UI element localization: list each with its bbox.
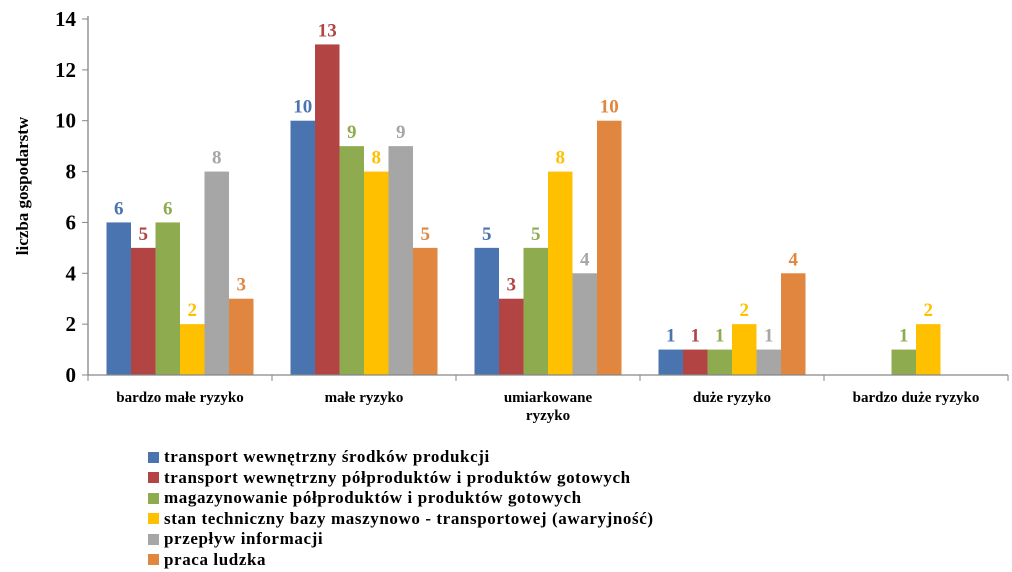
data-label: 10 bbox=[293, 97, 312, 118]
bar bbox=[229, 298, 254, 375]
bar bbox=[707, 349, 732, 375]
legend-label: magazynowanie półproduktów i produktów g… bbox=[164, 488, 582, 508]
y-tick-label: 0 bbox=[66, 363, 77, 387]
data-label: 5 bbox=[421, 224, 431, 245]
bars bbox=[106, 44, 941, 376]
data-label: 1 bbox=[715, 326, 725, 347]
legend-swatch bbox=[148, 451, 159, 463]
legend-swatch bbox=[148, 513, 159, 525]
bar bbox=[548, 171, 573, 375]
legend-swatch bbox=[148, 533, 159, 545]
x-category-label: małe ryzyko bbox=[325, 390, 404, 406]
data-label: 9 bbox=[347, 122, 357, 143]
legend-label: przepływ informacji bbox=[164, 529, 324, 549]
x-category-label: bardzo małe ryzyko bbox=[116, 390, 243, 406]
legend-swatch bbox=[148, 472, 159, 484]
data-label: 13 bbox=[318, 20, 337, 41]
data-label: 6 bbox=[163, 198, 173, 219]
bar bbox=[523, 247, 548, 375]
legend-swatch bbox=[148, 554, 159, 566]
data-label: 4 bbox=[580, 249, 590, 270]
data-label: 2 bbox=[188, 300, 198, 321]
bar bbox=[364, 171, 389, 375]
bar bbox=[572, 273, 597, 375]
bar bbox=[413, 247, 438, 375]
legend-label: praca ludzka bbox=[164, 549, 267, 569]
data-label: 9 bbox=[396, 122, 406, 143]
legend-label: stan techniczny bazy maszynowo - transpo… bbox=[164, 508, 654, 528]
x-category-label: umiarkowane bbox=[504, 390, 593, 406]
data-label: 5 bbox=[139, 224, 149, 245]
y-tick-label: 10 bbox=[55, 109, 76, 133]
legend-label: transport wewnętrzny półproduktów i prod… bbox=[164, 467, 631, 487]
y-axis: 0 2 4 6 8 10 12 14 bbox=[55, 7, 88, 387]
bar bbox=[916, 324, 941, 375]
bar bbox=[597, 120, 622, 375]
data-label: 1 bbox=[666, 326, 676, 347]
data-label: 6 bbox=[114, 198, 124, 219]
x-category-label: duże ryzyko bbox=[693, 390, 771, 406]
x-axis-categories: bardzo małe ryzyko małe ryzyko umiarkowane… bbox=[116, 390, 979, 424]
bar bbox=[658, 349, 683, 375]
data-label: 2 bbox=[924, 300, 934, 321]
bar bbox=[499, 298, 524, 375]
bar bbox=[315, 44, 340, 376]
x-category-label: ryzyko bbox=[526, 408, 570, 424]
data-label: 2 bbox=[740, 300, 750, 321]
bar bbox=[106, 222, 131, 375]
data-label: 10 bbox=[600, 97, 619, 118]
data-label: 5 bbox=[482, 224, 492, 245]
y-tick-label: 12 bbox=[55, 58, 76, 82]
data-label: 3 bbox=[237, 275, 247, 296]
bar bbox=[732, 324, 757, 375]
data-label: 3 bbox=[507, 275, 517, 296]
legend-item: magazynowanie półproduktów i produktów g… bbox=[148, 488, 654, 509]
data-label: 5 bbox=[531, 224, 541, 245]
bar bbox=[388, 146, 413, 375]
data-label: 1 bbox=[899, 326, 909, 347]
bar bbox=[204, 171, 229, 375]
data-label: 8 bbox=[556, 148, 566, 169]
legend-item: transport wewnętrzny półproduktów i prod… bbox=[148, 468, 654, 489]
bar bbox=[339, 146, 364, 375]
bar bbox=[180, 324, 205, 375]
legend: transport wewnętrzny środków produkcji tr… bbox=[148, 447, 654, 570]
y-tick-label: 4 bbox=[66, 261, 77, 285]
legend-item: transport wewnętrzny środków produkcji bbox=[148, 447, 654, 468]
bar bbox=[290, 120, 315, 375]
data-label: 1 bbox=[691, 326, 701, 347]
bar bbox=[131, 247, 156, 375]
data-label: 8 bbox=[372, 148, 382, 169]
bar bbox=[891, 349, 916, 375]
y-tick-label: 8 bbox=[66, 160, 77, 184]
legend-swatch bbox=[148, 492, 159, 504]
bar bbox=[683, 349, 708, 375]
legend-label: transport wewnętrzny środków produkcji bbox=[164, 447, 490, 467]
legend-item: stan techniczny bazy maszynowo - transpo… bbox=[148, 509, 654, 530]
bar bbox=[474, 247, 499, 375]
y-tick-label: 14 bbox=[55, 7, 77, 31]
data-label: 8 bbox=[212, 148, 222, 169]
y-tick-label: 6 bbox=[66, 210, 77, 234]
x-category-label: bardzo duże ryzyko bbox=[853, 390, 980, 406]
legend-item: praca ludzka bbox=[148, 550, 654, 571]
bar bbox=[756, 349, 781, 375]
data-label: 4 bbox=[789, 249, 799, 270]
legend-item: przepływ informacji bbox=[148, 529, 654, 550]
bar bbox=[155, 222, 180, 375]
y-axis-title: liczba gospodarstw bbox=[13, 116, 32, 255]
bar bbox=[781, 273, 806, 375]
axes bbox=[87, 16, 1009, 381]
data-label: 1 bbox=[764, 326, 774, 347]
y-tick-label: 2 bbox=[66, 312, 77, 336]
